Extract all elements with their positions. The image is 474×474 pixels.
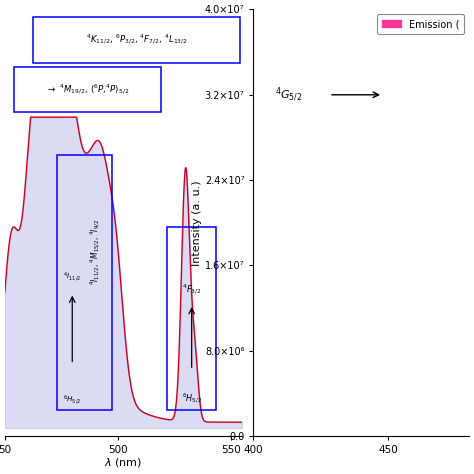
Legend: Emission (: Emission ( <box>377 14 465 34</box>
Text: $^4I_{11/2}$, $^4M_{15/2}$, $^4I_{9/2}$: $^4I_{11/2}$, $^4M_{15/2}$, $^4I_{9/2}$ <box>89 219 103 285</box>
Text: $^4K_{11/2}$, $^6P_{3/2}$, $^4F_{7/2}$, $^4L_{13/2}$: $^4K_{11/2}$, $^6P_{3/2}$, $^4F_{7/2}$, … <box>86 33 187 47</box>
Text: $^4I_{11/2}$: $^4I_{11/2}$ <box>63 270 82 283</box>
X-axis label: $\lambda$ (nm): $\lambda$ (nm) <box>104 456 143 469</box>
Text: $^4F_{3/2}$: $^4F_{3/2}$ <box>182 283 201 297</box>
Text: $^4G_{5/2}$: $^4G_{5/2}$ <box>275 85 302 104</box>
Text: $\rightarrow$ $^4M_{19/2}$, ($^6P$,$^4P$)$_{5/2}$: $\rightarrow$ $^4M_{19/2}$, ($^6P$,$^4P$… <box>46 82 129 97</box>
Text: $^6H_{5/2}$: $^6H_{5/2}$ <box>182 392 202 406</box>
Text: $^6H_{5/2}$: $^6H_{5/2}$ <box>63 393 82 406</box>
Y-axis label: Intensity (a. u.): Intensity (a. u.) <box>192 180 202 265</box>
